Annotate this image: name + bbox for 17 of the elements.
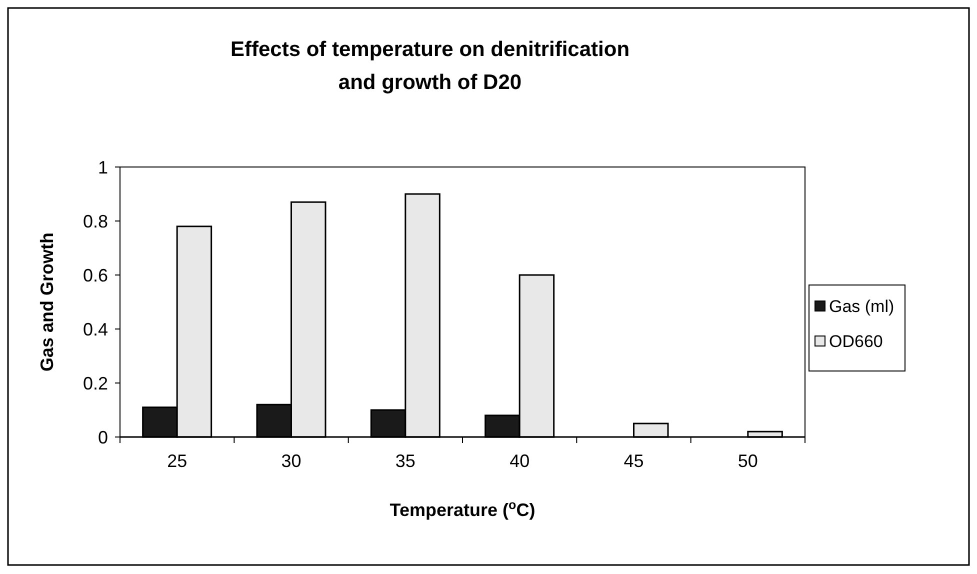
x-tick-label: 30 (281, 451, 302, 471)
y-tick-label: 0.2 (82, 373, 108, 394)
x-tick-label: 40 (510, 451, 530, 471)
y-tick-label: 0.4 (82, 319, 108, 340)
x-tick-label: 35 (395, 451, 416, 471)
x-tick-label: 25 (167, 451, 188, 471)
x-tick-label: 50 (738, 451, 758, 471)
legend-label: Gas (ml) (829, 296, 894, 316)
x-tick-label: 45 (624, 451, 644, 471)
y-tick-label: 0.6 (82, 265, 108, 286)
y-tick-label: 0.8 (82, 211, 108, 232)
y-tick-label: 0 (98, 427, 108, 448)
x-axis-title: Temperature ($^{o}$C) (390, 498, 536, 520)
chart-title: Effects of temperature on denitrification and growth of D20 (230, 38, 630, 94)
legend-label: OD660 (829, 332, 883, 351)
y-axis-title: Gas and Growth (37, 232, 57, 372)
y-tick-label: 1 (98, 157, 108, 178)
